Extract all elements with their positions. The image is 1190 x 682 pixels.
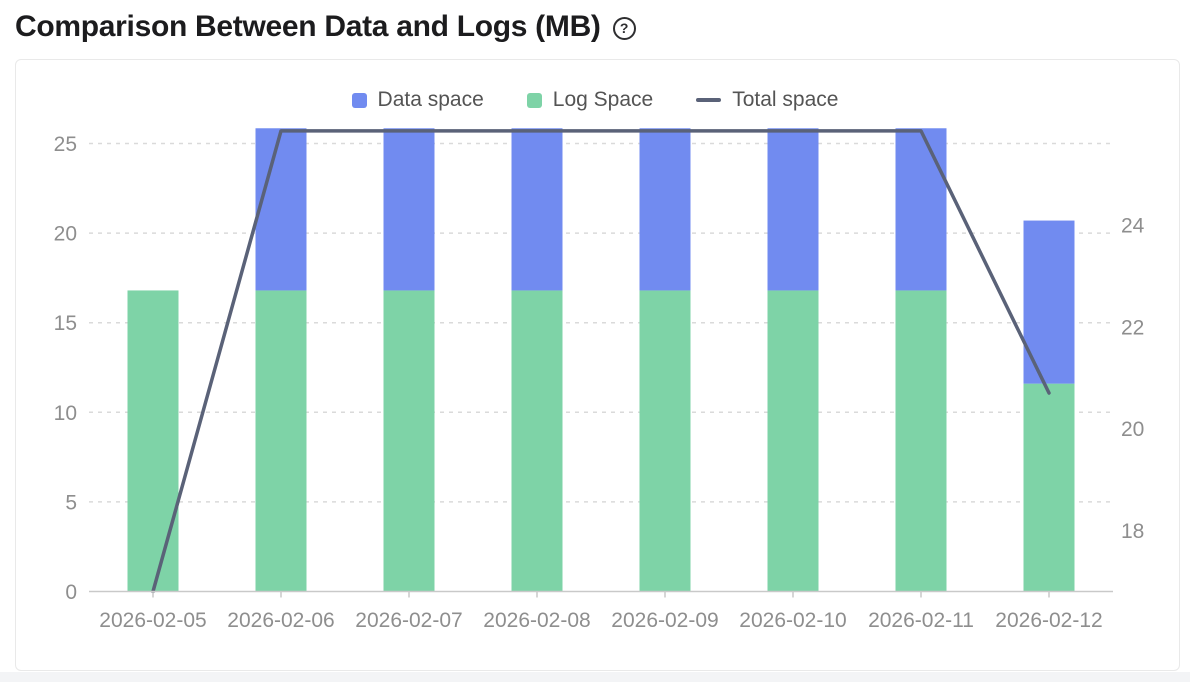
y-axis-label-right: 22 bbox=[1121, 316, 1144, 339]
total-space-line bbox=[151, 129, 1051, 594]
x-axis-label: 2026-02-12 bbox=[995, 609, 1102, 632]
bar-log-space bbox=[127, 290, 179, 592]
legend-swatch-log-space bbox=[526, 92, 542, 108]
bottom-strip bbox=[0, 672, 1190, 682]
x-axis-label: 2026-02-09 bbox=[611, 609, 718, 632]
x-axis-label: 2026-02-10 bbox=[739, 609, 846, 632]
legend-swatch-data-space bbox=[351, 92, 367, 108]
bar-log-space bbox=[1023, 383, 1075, 592]
x-axis-label: 2026-02-11 bbox=[868, 609, 974, 632]
bar-log-space bbox=[383, 290, 435, 592]
x-axis-label: 2026-02-08 bbox=[483, 609, 590, 632]
y-axis-label-left: 10 bbox=[54, 402, 77, 425]
y-axis-label-left: 5 bbox=[65, 491, 77, 514]
bar-data-space bbox=[895, 128, 947, 291]
legend-item-data-space[interactable]: Data space bbox=[351, 88, 484, 112]
y-axis-label-right: 20 bbox=[1121, 418, 1144, 441]
legend-item-total-space[interactable]: Total space bbox=[696, 88, 838, 112]
legend-swatch-total-space bbox=[696, 98, 722, 102]
legend-label: Log Space bbox=[552, 88, 654, 111]
legend-label: Data space bbox=[377, 88, 484, 111]
help-icon[interactable]: ? bbox=[612, 16, 636, 40]
legend-label: Total space bbox=[732, 88, 839, 111]
y-axis-label-right: 18 bbox=[1121, 520, 1144, 543]
bar-log-space bbox=[895, 290, 947, 592]
bar-data-space bbox=[511, 128, 563, 291]
x-axis-label: 2026-02-07 bbox=[355, 609, 462, 632]
bar-data-space bbox=[639, 128, 691, 291]
bar-log-space bbox=[767, 290, 819, 592]
chart-card bbox=[15, 59, 1180, 671]
y-axis-label-left: 25 bbox=[54, 133, 77, 156]
bar-log-space bbox=[255, 290, 307, 592]
page-header: Comparison Between Data and Logs (MB) ? bbox=[15, 10, 636, 44]
bar-data-space bbox=[255, 128, 307, 291]
chart-legend: Data space Log Space Total space bbox=[0, 88, 1190, 112]
x-axis-label: 2026-02-06 bbox=[227, 609, 334, 632]
y-axis-label-left: 0 bbox=[65, 581, 77, 604]
bar-log-space bbox=[639, 290, 691, 592]
bar-log-space bbox=[511, 290, 563, 592]
x-axis-label: 2026-02-05 bbox=[99, 609, 206, 632]
y-axis-label-left: 15 bbox=[54, 312, 77, 335]
bar-data-space bbox=[383, 128, 435, 291]
y-axis-label-left: 20 bbox=[54, 223, 77, 246]
y-axis-label-right: 24 bbox=[1121, 215, 1145, 238]
bar-data-space bbox=[767, 128, 819, 291]
page-title: Comparison Between Data and Logs (MB) bbox=[15, 10, 601, 43]
legend-item-log-space[interactable]: Log Space bbox=[526, 88, 654, 112]
help-icon-glyph: ? bbox=[619, 20, 629, 36]
